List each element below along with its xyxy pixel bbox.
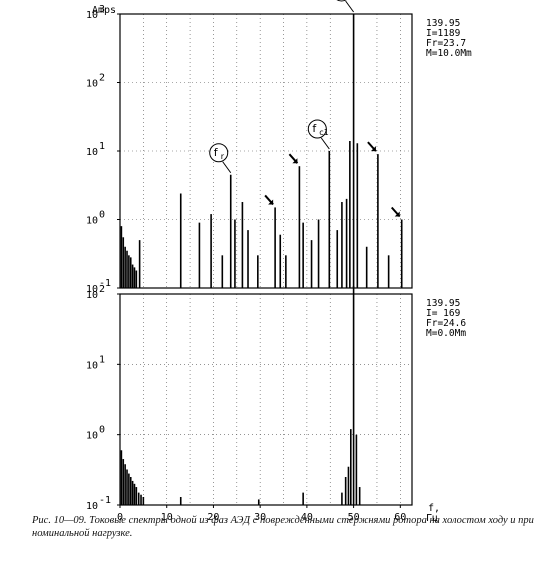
annotation-label: f [312, 122, 317, 135]
figure-caption: Рис. 10—09. Токовые спектры одной из фаз… [32, 515, 534, 539]
y-tick-label: 10 [86, 431, 98, 442]
x-tick-label: 30 [254, 512, 266, 523]
y-tick-exponent: 1 [99, 354, 105, 365]
marker-arrow-head [370, 146, 376, 152]
readout-line: I= 169 [426, 308, 461, 319]
y-tick-exponent: -1 [99, 495, 111, 506]
y-tick-exponent: 2 [99, 73, 105, 84]
y-tick-label: 10 [86, 10, 98, 21]
plot-frame [119, 293, 413, 506]
y-tick-exponent: 1 [99, 141, 105, 152]
annotation-label: f [214, 146, 219, 159]
annotation-circle [209, 143, 229, 163]
y-tick-label: 10 [86, 501, 98, 512]
readout-line: Fr=23.7 [426, 38, 466, 49]
x-tick-label: 10 [161, 512, 173, 523]
marker-arrow-head [394, 211, 400, 217]
readout-line: Fr=24.6 [426, 318, 466, 329]
annotation-leader [222, 161, 232, 174]
x-tick-label: 40 [301, 512, 313, 523]
y-tick-label: 10 [86, 79, 98, 90]
annotation-circle [307, 119, 327, 139]
y-tick-exponent: 3 [99, 4, 105, 15]
y-tick-exponent: 2 [99, 284, 105, 295]
y-tick-label: 10 [86, 360, 98, 371]
readout-line: 139.95 [426, 298, 460, 309]
readout-line: I=1189 [426, 28, 461, 39]
annotation-leader [345, 0, 355, 13]
y-tick-exponent: -1 [99, 278, 111, 289]
y-tick-exponent: 0 [99, 210, 105, 221]
annotation-leader [320, 137, 330, 150]
y-tick-label: 10 [86, 284, 98, 295]
x-axis-label-f: f, [428, 503, 440, 514]
annotation-circle [336, 0, 347, 2]
x-tick-label: 60 [394, 512, 406, 523]
annotation-subscript: r [221, 152, 225, 161]
x-tick-label: 50 [348, 512, 360, 523]
readout-line: M=10.0Mm [426, 48, 472, 59]
marker-arrow-head [292, 158, 298, 164]
readout-line: 139.95 [426, 18, 460, 29]
annotation-subscript: c1 [319, 128, 329, 137]
x-tick-label: 0 [117, 512, 123, 523]
marker-arrow-head [268, 199, 274, 205]
y-tick-exponent: 0 [99, 425, 105, 436]
y-axis-label: Amps [92, 5, 116, 16]
y-tick-label: 10 [86, 147, 98, 158]
y-tick-label: 10 [86, 290, 98, 301]
readout-line: M=0.0Mm [426, 328, 466, 339]
x-tick-label: 20 [207, 512, 219, 523]
y-tick-label: 10 [86, 216, 98, 227]
x-axis-label-unit: Гц [426, 513, 438, 524]
